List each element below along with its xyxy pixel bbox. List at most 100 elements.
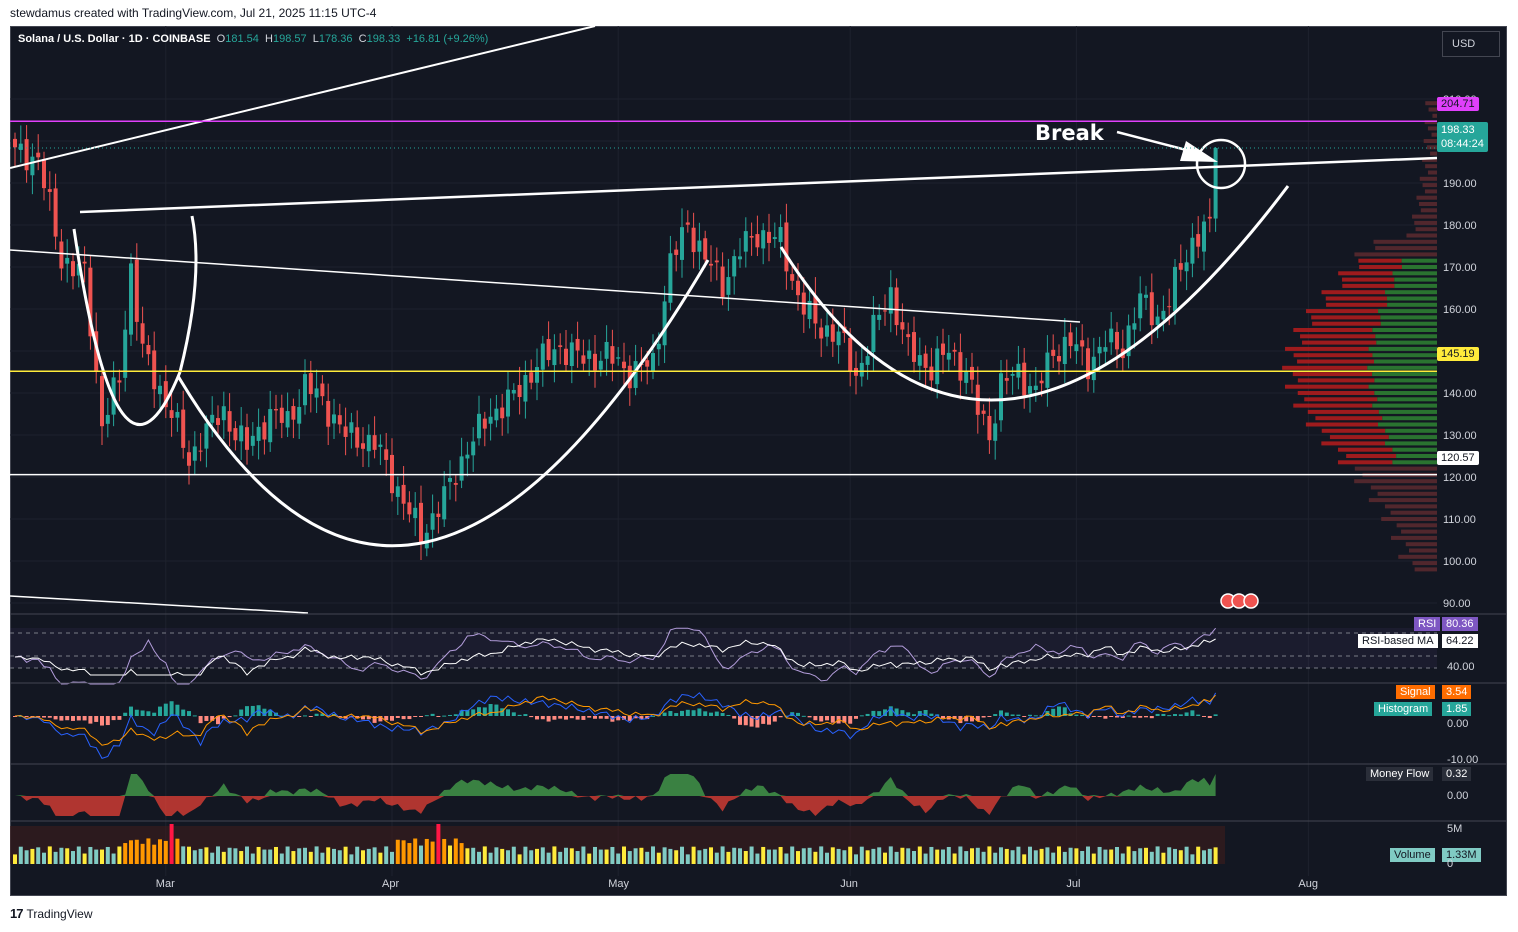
macd-hist-bar bbox=[448, 714, 452, 716]
macd-hist-bar bbox=[1062, 707, 1067, 716]
macd-hist-bar bbox=[221, 716, 226, 719]
candle-body bbox=[877, 314, 882, 320]
volume-bar bbox=[192, 850, 197, 864]
candle-body bbox=[1184, 262, 1189, 272]
candle-body bbox=[326, 400, 331, 427]
macd-hist-bar bbox=[593, 716, 597, 719]
macd-hist-bar bbox=[958, 716, 963, 724]
volume-bar bbox=[1062, 851, 1067, 864]
candle-body bbox=[935, 348, 940, 385]
macd-hist-bar bbox=[622, 716, 626, 720]
price-tick-label: 190.00 bbox=[1443, 178, 1477, 190]
candle-body bbox=[59, 241, 64, 269]
macd-hist-bar bbox=[709, 712, 713, 716]
volume-bar bbox=[227, 847, 232, 864]
macd-hist-bar bbox=[372, 716, 377, 723]
volume-bar bbox=[981, 851, 986, 864]
candle-body bbox=[430, 513, 435, 530]
candle-body bbox=[999, 373, 1003, 421]
chart-canvas[interactable]: 210.00200.00190.00180.00170.00160.00150.… bbox=[10, 26, 1507, 896]
candle-body bbox=[221, 406, 226, 421]
candle-body bbox=[361, 443, 365, 449]
macd-hist-bar bbox=[1167, 715, 1172, 717]
macd-hist-bar bbox=[303, 715, 307, 717]
profile-bar-buy bbox=[1401, 258, 1437, 263]
volume-bar bbox=[778, 846, 783, 864]
volume-bar bbox=[494, 847, 499, 864]
macd-hist-bar bbox=[1138, 716, 1143, 718]
profile-bar-buy bbox=[1380, 315, 1437, 320]
profile-bar-sell bbox=[1297, 359, 1375, 364]
symbol-legend: Solana / U.S. Dollar · 1D · COINBASE O18… bbox=[18, 33, 488, 45]
second-cup-arc bbox=[779, 185, 1290, 402]
volume-bar bbox=[53, 851, 58, 864]
profile-bar-sell bbox=[1375, 246, 1437, 251]
macd-hist-bar bbox=[720, 713, 725, 716]
volume-bar bbox=[146, 838, 151, 864]
volume-bar bbox=[685, 854, 690, 864]
candle-body bbox=[163, 381, 168, 408]
candle-body bbox=[297, 406, 302, 424]
volume-bar bbox=[535, 848, 539, 864]
price-tick-label: 160.00 bbox=[1443, 304, 1477, 316]
price-tick-label: 180.00 bbox=[1443, 220, 1477, 232]
volume-top-tick: 5M bbox=[1447, 823, 1463, 835]
macd-hist-bar bbox=[859, 715, 864, 717]
chart-credit: stewdamus created with TradingView.com, … bbox=[10, 6, 377, 20]
candle-body bbox=[1207, 216, 1212, 219]
profile-bar-buy bbox=[1382, 416, 1437, 421]
candle-body bbox=[1103, 347, 1108, 352]
profile-bar-buy bbox=[1368, 384, 1437, 389]
candle-body bbox=[204, 423, 209, 449]
support-price-tag: 145.19 bbox=[1437, 347, 1479, 361]
volume-bar bbox=[651, 846, 655, 864]
candle-body bbox=[256, 426, 261, 441]
profile-bar-sell bbox=[1292, 372, 1373, 377]
candle-body bbox=[529, 372, 534, 383]
volume-bar bbox=[790, 846, 795, 864]
profile-bar-buy bbox=[1384, 441, 1437, 446]
high-label: H bbox=[265, 33, 273, 45]
candle-body bbox=[407, 502, 412, 515]
open-label: O bbox=[216, 33, 226, 45]
candle-body bbox=[1126, 325, 1131, 357]
volume-bar bbox=[622, 846, 626, 864]
volume-bar bbox=[564, 847, 568, 864]
volume-bar bbox=[204, 847, 209, 864]
currency-button[interactable]: USD bbox=[1442, 31, 1500, 57]
volume-bar bbox=[633, 848, 638, 864]
candle-body bbox=[268, 409, 273, 443]
upper-trendline bbox=[10, 26, 596, 169]
candle-body bbox=[482, 418, 487, 429]
candle-body bbox=[656, 343, 661, 350]
macd-hist-bar bbox=[71, 716, 75, 721]
macd-hist-bar bbox=[494, 704, 499, 716]
candle-body bbox=[865, 356, 870, 365]
profile-bar-sell bbox=[1297, 391, 1375, 395]
volume-bar bbox=[308, 851, 313, 864]
candle-body bbox=[1132, 323, 1137, 330]
macd-hist-bar bbox=[749, 716, 754, 727]
price-tick-label: 110.00 bbox=[1443, 514, 1476, 526]
rsi-ma-value: 64.22 bbox=[1442, 634, 1478, 648]
volume-bar bbox=[836, 848, 841, 864]
volume-bar bbox=[900, 847, 905, 864]
candle-body bbox=[859, 362, 864, 377]
break-annotation[interactable]: Break bbox=[1035, 121, 1105, 145]
profile-bar-sell bbox=[1426, 145, 1437, 150]
volume-bar bbox=[656, 852, 661, 864]
volume-bar bbox=[105, 846, 110, 864]
macd-hist-bar bbox=[761, 716, 766, 724]
macd-hist-bar bbox=[1022, 716, 1027, 717]
candle-body bbox=[604, 341, 609, 359]
candle-body bbox=[726, 277, 731, 295]
candle-body bbox=[848, 337, 853, 372]
volume-bar bbox=[1051, 852, 1056, 864]
volume-bar bbox=[674, 850, 679, 864]
profile-bar-buy bbox=[1372, 328, 1437, 332]
macd-hist-bar bbox=[297, 716, 302, 717]
candle-body bbox=[24, 139, 29, 171]
volume-bar bbox=[964, 851, 969, 864]
candle-body bbox=[1115, 331, 1119, 350]
last-price-tag: 198.33 08:44:24 bbox=[1437, 122, 1488, 152]
